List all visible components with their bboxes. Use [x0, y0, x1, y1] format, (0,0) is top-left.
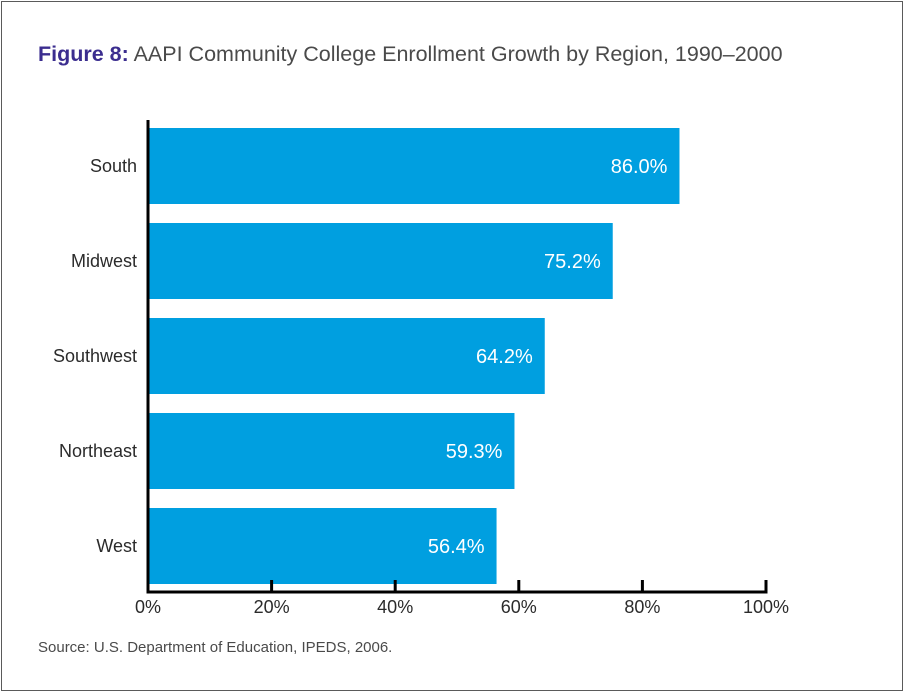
bar-northeast — [148, 413, 515, 489]
figure-number: Figure 8: — [38, 42, 129, 66]
bar-midwest — [148, 223, 613, 299]
x-tick-label: 60% — [501, 597, 537, 617]
value-label: 86.0% — [611, 156, 668, 178]
value-label: 56.4% — [428, 536, 485, 558]
bar-south — [148, 128, 680, 204]
value-label: 64.2% — [476, 346, 533, 368]
figure-title-text: AAPI Community College Enrollment Growth… — [133, 42, 783, 66]
category-label: South — [90, 156, 137, 176]
x-tick-label: 20% — [254, 597, 290, 617]
figure-title: Figure 8: AAPI Community College Enrollm… — [38, 42, 783, 67]
category-label: Midwest — [71, 251, 137, 271]
category-label: West — [96, 536, 137, 556]
category-label: Northeast — [59, 441, 137, 461]
x-tick-label: 100% — [743, 597, 789, 617]
value-label: 75.2% — [544, 251, 601, 273]
source-note: Source: U.S. Department of Education, IP… — [38, 639, 393, 656]
bar-southwest — [148, 318, 545, 394]
x-tick-label: 0% — [135, 597, 161, 617]
x-tick-label: 80% — [624, 597, 660, 617]
bar-west — [148, 508, 497, 584]
value-label: 59.3% — [446, 441, 503, 463]
category-label: Southwest — [53, 346, 137, 366]
x-tick-label: 40% — [377, 597, 413, 617]
